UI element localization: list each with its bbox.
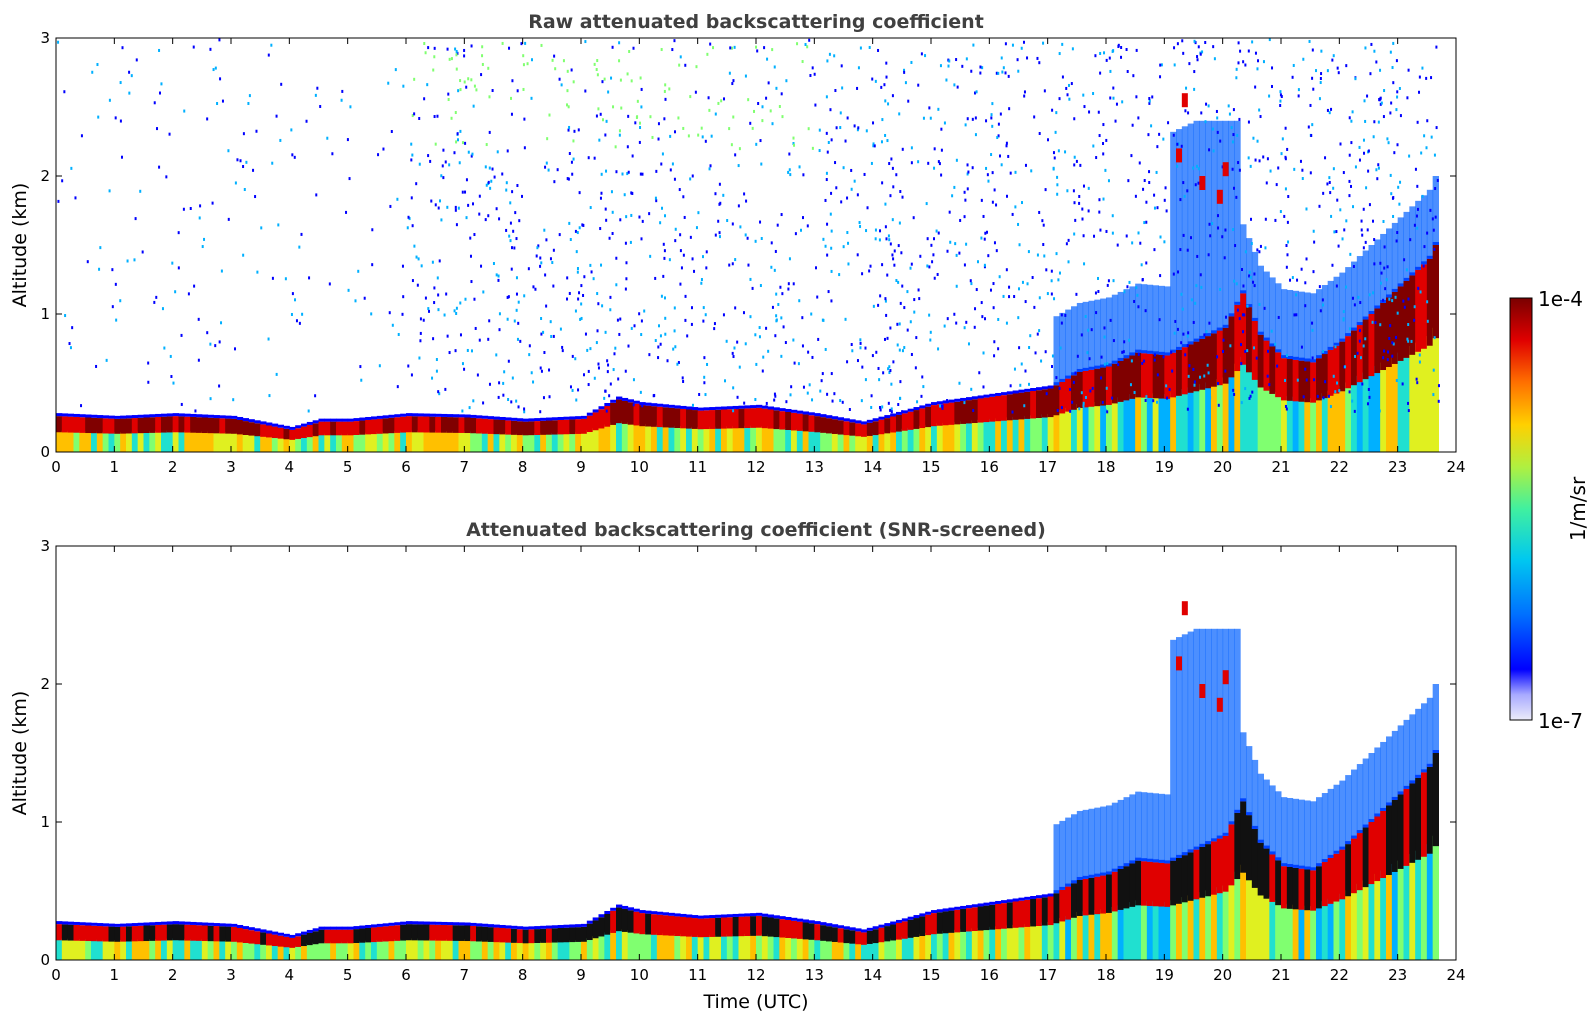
colorbar-min-label: 1e-7: [1538, 709, 1583, 733]
x-tick-label: 5: [343, 458, 353, 476]
x-tick-label: 22: [1330, 966, 1349, 984]
y-tick-label: 2: [40, 167, 50, 185]
x-tick-label: 17: [1038, 966, 1057, 984]
x-tick-label: 10: [630, 458, 649, 476]
x-tick-label: 21: [1271, 458, 1290, 476]
x-tick-label: 21: [1271, 966, 1290, 984]
x-tick-label: 14: [863, 966, 882, 984]
colorbar-unit-label: 1/m/sr: [1566, 476, 1590, 541]
x-tick-label: 0: [51, 458, 61, 476]
y-tick-label: 1: [40, 305, 50, 323]
x-tick-label: 19: [1155, 458, 1174, 476]
bottom-y-axis-label: Altitude (km): [9, 691, 31, 816]
top-panel: Raw attenuated backscattering coefficien…: [9, 11, 1466, 476]
top-panel-title: Raw attenuated backscattering coefficien…: [528, 11, 984, 33]
bottom-heatmap: [56, 601, 1439, 960]
x-tick-label: 15: [921, 966, 940, 984]
x-tick-label: 4: [285, 458, 295, 476]
x-tick-label: 17: [1038, 458, 1057, 476]
x-tick-label: 1: [110, 966, 120, 984]
x-tick-label: 22: [1330, 458, 1349, 476]
x-tick-label: 6: [401, 458, 411, 476]
x-tick-label: 16: [980, 966, 999, 984]
x-tick-label: 19: [1155, 966, 1174, 984]
y-tick-label: 0: [40, 443, 50, 461]
x-tick-label: 11: [688, 966, 707, 984]
x-tick-label: 14: [863, 458, 882, 476]
x-tick-label: 23: [1388, 966, 1407, 984]
x-tick-label: 8: [518, 458, 528, 476]
x-tick-label: 13: [805, 966, 824, 984]
y-tick-label: 3: [40, 537, 50, 555]
y-tick-label: 3: [40, 29, 50, 47]
top-heatmap: [56, 38, 1440, 452]
x-tick-label: 18: [1096, 458, 1115, 476]
bottom-panel-title: Attenuated backscattering coefficient (S…: [466, 519, 1046, 541]
x-tick-label: 2: [168, 458, 178, 476]
x-tick-label: 10: [630, 966, 649, 984]
x-tick-label: 5: [343, 966, 353, 984]
x-tick-label: 9: [576, 458, 586, 476]
x-tick-label: 8: [518, 966, 528, 984]
top-axes: 0 1 2 3 4 5 6 7 8 9 10 11 12 13 14 15 16 17 18 19 20 21 22 23 24…: [40, 29, 1465, 476]
x-tick-label: 18: [1096, 966, 1115, 984]
x-tick-label: 4: [285, 966, 295, 984]
x-tick-label: 23: [1388, 458, 1407, 476]
x-tick-label: 1: [110, 458, 120, 476]
x-tick-label: 7: [460, 966, 470, 984]
x-tick-label: 20: [1213, 458, 1232, 476]
x-tick-label: 12: [746, 966, 765, 984]
x-tick-label: 3: [226, 966, 236, 984]
x-tick-label: 15: [921, 458, 940, 476]
x-tick-label: 0: [51, 966, 61, 984]
x-tick-label: 20: [1213, 966, 1232, 984]
x-tick-label: 13: [805, 458, 824, 476]
x-tick-label: 7: [460, 458, 470, 476]
x-tick-label: 12: [746, 458, 765, 476]
y-tick-label: 2: [40, 675, 50, 693]
y-tick-label: 1: [40, 813, 50, 831]
x-tick-label: 2: [168, 966, 178, 984]
colorbar-max-label: 1e-4: [1538, 287, 1583, 311]
colorbar: 1e-4 1e-7 1/m/sr: [1509, 287, 1590, 733]
x-tick-label: 9: [576, 966, 586, 984]
x-tick-label: 24: [1446, 458, 1465, 476]
x-tick-label: 16: [980, 458, 999, 476]
top-y-axis-label: Altitude (km): [9, 183, 31, 308]
x-tick-label: 11: [688, 458, 707, 476]
x-tick-label: 24: [1446, 966, 1465, 984]
x-tick-label: 6: [401, 966, 411, 984]
colorbar-gradient: [1509, 297, 1533, 721]
y-tick-label: 0: [40, 951, 50, 969]
bottom-panel: Attenuated backscattering coefficient (S…: [9, 519, 1466, 1013]
x-axis-label: Time (UTC): [702, 991, 808, 1013]
x-tick-label: 3: [226, 458, 236, 476]
bottom-axes: 0 1 2 3 4 5 6 7 8 9 10 11 12 13 14 15 16 17 18 19 20 21 22 23 24…: [40, 537, 1465, 984]
